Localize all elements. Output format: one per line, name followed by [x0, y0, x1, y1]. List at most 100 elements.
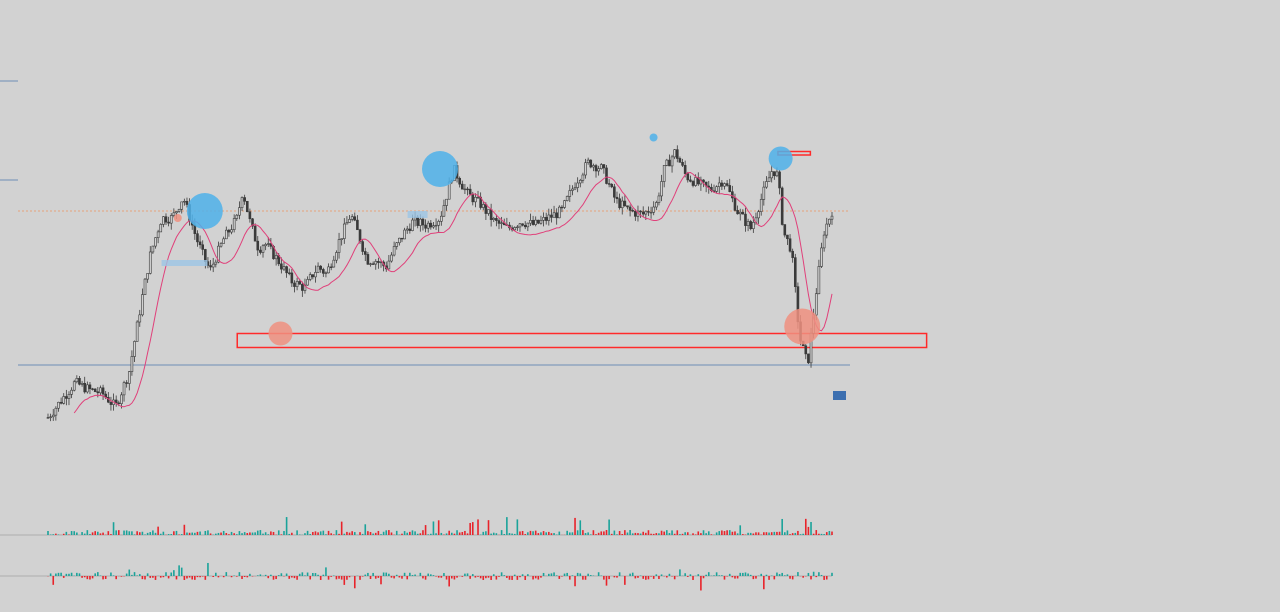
- delta-bar: [57, 572, 60, 576]
- volume-bar: [346, 531, 348, 535]
- volume-bar: [388, 530, 390, 535]
- delta-bar: [112, 575, 115, 576]
- volume-bar: [314, 531, 317, 535]
- volume-bar: [681, 533, 684, 535]
- delta-bar: [270, 574, 272, 576]
- delta-bar: [207, 562, 209, 576]
- volume-bar: [89, 534, 91, 535]
- candle-body: [146, 273, 149, 280]
- delta-bar: [215, 572, 217, 576]
- candle-body: [568, 190, 572, 197]
- price-panel[interactable]: [18, 133, 928, 422]
- delta-bar: [555, 575, 558, 576]
- delta-bar: [170, 572, 173, 576]
- candle-body: [83, 382, 87, 393]
- volume-bar: [353, 532, 356, 535]
- delta-bar: [398, 576, 401, 578]
- candle-body: [127, 371, 131, 384]
- delta-bar: [763, 576, 765, 590]
- volume-bar: [710, 534, 713, 535]
- delta-bar: [65, 573, 68, 576]
- volume-bar: [692, 533, 694, 535]
- volume-bar: [364, 524, 367, 535]
- candle-body: [308, 274, 312, 280]
- volume-bar: [521, 531, 524, 535]
- delta-bar: [684, 573, 686, 576]
- volume-bar: [68, 534, 70, 535]
- candle-body: [741, 211, 745, 215]
- volume-bar: [178, 534, 180, 535]
- volume-bar: [739, 525, 742, 535]
- delta-bar: [246, 576, 249, 578]
- volume-bar: [199, 531, 201, 535]
- volume-bar: [144, 534, 146, 535]
- volume-bar: [322, 530, 325, 535]
- delta-bar: [618, 572, 621, 576]
- volume-bar: [330, 533, 332, 535]
- candle-body: [416, 216, 420, 226]
- candle-body: [185, 200, 189, 205]
- delta-bar: [744, 572, 747, 576]
- candle-body: [534, 219, 538, 225]
- delta-bar: [524, 576, 527, 580]
- volume-bar: [254, 532, 256, 535]
- delta-bar: [60, 572, 62, 576]
- volume-panel[interactable]: [0, 517, 833, 536]
- candle-body: [744, 213, 747, 226]
- volume-bar: [726, 530, 728, 535]
- candle-body: [825, 223, 829, 236]
- delta-bar: [561, 576, 563, 577]
- volume-bar: [47, 530, 49, 535]
- delta-bar: [293, 576, 296, 579]
- candle-body: [476, 196, 480, 199]
- candle-body: [46, 417, 50, 419]
- volume-bar: [450, 532, 453, 535]
- delta-bar: [372, 572, 374, 576]
- volume-bar: [175, 530, 178, 535]
- volume-bar: [57, 534, 60, 535]
- delta-bar: [616, 576, 618, 578]
- candle-body: [484, 204, 488, 214]
- delta-bar: [550, 573, 553, 576]
- delta-bar: [825, 576, 828, 580]
- delta-bar: [584, 576, 587, 580]
- delta-bar: [136, 575, 138, 576]
- volume-bar: [128, 531, 131, 535]
- delta-bar: [395, 574, 398, 576]
- candle-body: [217, 245, 220, 263]
- candle-body: [481, 204, 485, 208]
- candle-body: [775, 171, 779, 177]
- volume-bar: [267, 534, 270, 535]
- delta-bar: [359, 576, 361, 580]
- candle-body: [398, 237, 401, 244]
- candle-body: [555, 212, 558, 219]
- candle-body: [159, 224, 163, 233]
- candle-body: [780, 187, 784, 225]
- volume-bar: [277, 530, 280, 535]
- delta-panel[interactable]: [0, 562, 833, 591]
- candle-body: [86, 384, 89, 393]
- volume-bar: [448, 530, 450, 535]
- volume-bar: [797, 530, 799, 535]
- delta-bar: [731, 576, 734, 578]
- delta-bar: [773, 576, 776, 580]
- candle-body: [266, 243, 270, 245]
- volume-bar: [183, 524, 186, 535]
- candle-body: [403, 229, 406, 240]
- candle-body: [673, 149, 676, 158]
- delta-bar: [201, 576, 204, 577]
- delta-bar: [55, 573, 57, 576]
- volume-bar: [749, 532, 752, 535]
- candle-body: [675, 149, 679, 159]
- volume-bar: [506, 517, 508, 535]
- volume-bar: [731, 531, 734, 535]
- volume-bar: [432, 521, 435, 535]
- candle-body: [668, 159, 671, 167]
- delta-bar: [624, 576, 626, 585]
- delta-bar: [125, 573, 128, 576]
- volume-bar: [291, 532, 293, 535]
- delta-bar: [83, 576, 86, 578]
- delta-bar: [298, 573, 301, 576]
- candle-body: [133, 341, 136, 357]
